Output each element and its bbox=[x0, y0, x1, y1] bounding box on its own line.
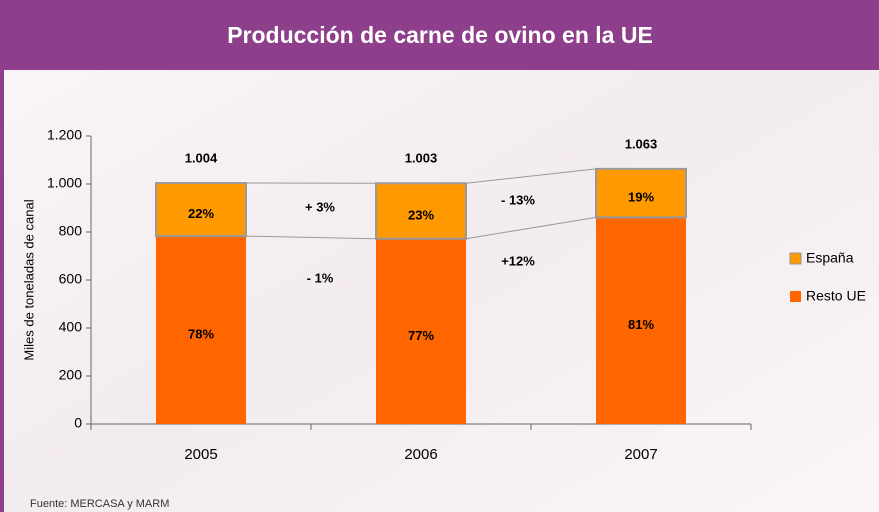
legend-swatch bbox=[790, 291, 801, 302]
source: Fuente: MERCASA y MARM bbox=[30, 498, 169, 510]
bar-segment bbox=[376, 238, 466, 424]
x-tick-label: 2005 bbox=[184, 446, 217, 463]
y-axis-label: Miles de toneladas de canal bbox=[21, 199, 36, 360]
y-tick-label: 800 bbox=[59, 223, 83, 239]
legend-swatch bbox=[789, 252, 802, 265]
y-tick-label: 1.200 bbox=[47, 127, 82, 143]
total-label: 1.004 bbox=[185, 150, 218, 165]
y-tick-label: 0 bbox=[74, 415, 82, 431]
change-annotation: - 1% bbox=[307, 270, 334, 285]
share-label: 19% bbox=[628, 190, 654, 205]
share-label: 77% bbox=[408, 328, 434, 343]
change-annotation: +12% bbox=[501, 253, 535, 268]
connector-line bbox=[245, 235, 377, 240]
y-tick-label: 400 bbox=[59, 319, 83, 335]
bar-segment bbox=[596, 217, 686, 424]
connector-line bbox=[465, 168, 597, 184]
header bbox=[0, 0, 879, 70]
share-label: 23% bbox=[408, 207, 434, 222]
x-tick-label: 2007 bbox=[624, 446, 657, 463]
y-tick-label: 1.000 bbox=[47, 175, 82, 191]
bar-segment bbox=[155, 182, 247, 238]
y-tick-label: 200 bbox=[59, 367, 83, 383]
bar-segment bbox=[156, 236, 246, 424]
legend-label: Resto UE bbox=[806, 288, 866, 304]
x-tick-label: 2006 bbox=[404, 446, 437, 463]
share-label: 78% bbox=[188, 326, 214, 341]
left-border bbox=[0, 0, 4, 512]
y-tick-label: 600 bbox=[59, 271, 83, 287]
share-label: 22% bbox=[188, 206, 214, 221]
legend-label: España bbox=[806, 250, 854, 266]
share-label: 81% bbox=[628, 317, 654, 332]
bar-segment bbox=[595, 167, 687, 219]
connector-line bbox=[465, 216, 597, 240]
bar-segment bbox=[375, 182, 467, 240]
change-annotation: - 13% bbox=[501, 192, 535, 207]
total-label: 1.003 bbox=[405, 151, 438, 166]
total-label: 1.063 bbox=[625, 136, 658, 151]
change-annotation: + 3% bbox=[305, 199, 335, 214]
chart-title: Producción de carne de ovino en la UE bbox=[227, 22, 653, 48]
